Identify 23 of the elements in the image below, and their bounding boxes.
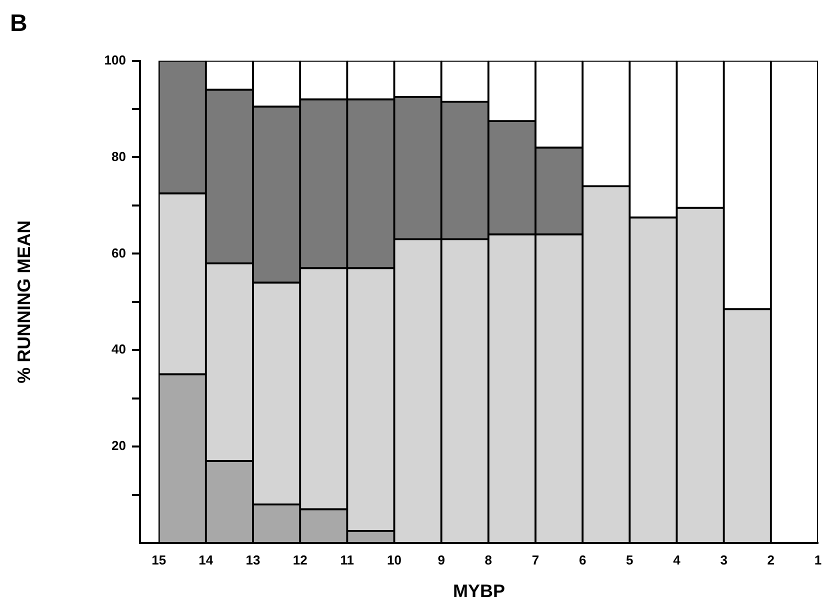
x-tick-label: 1	[814, 552, 822, 568]
x-tick-label: 6	[578, 552, 586, 568]
x-tick-label: 4	[673, 552, 682, 568]
x-tick-label: 12	[292, 552, 308, 568]
y-tick-label: 100	[104, 52, 126, 68]
y-tick-label: 80	[112, 148, 126, 164]
x-tick-label: 8	[484, 552, 492, 568]
y-tick-label: 60	[112, 245, 126, 260]
y-axis-title: % RUNNING MEAN	[14, 220, 34, 384]
x-tick-label: 11	[340, 552, 354, 568]
y-tick-label: 20	[112, 438, 126, 454]
chart-title: B	[10, 10, 28, 38]
y-tick-label: 40	[112, 342, 126, 357]
x-tick-label: 7	[532, 552, 540, 568]
x-tick-label: 15	[152, 552, 166, 568]
x-tick-label: 3	[720, 552, 728, 568]
x-tick-label: 2	[767, 552, 775, 568]
x-tick-label: 10	[387, 552, 402, 568]
x-tick-label: 5	[626, 552, 634, 568]
x-axis-title: MYBP	[452, 581, 506, 602]
x-tick-label: 13	[246, 552, 260, 568]
x-tick-label: 14	[198, 552, 214, 568]
x-tick-label: 9	[438, 552, 445, 568]
